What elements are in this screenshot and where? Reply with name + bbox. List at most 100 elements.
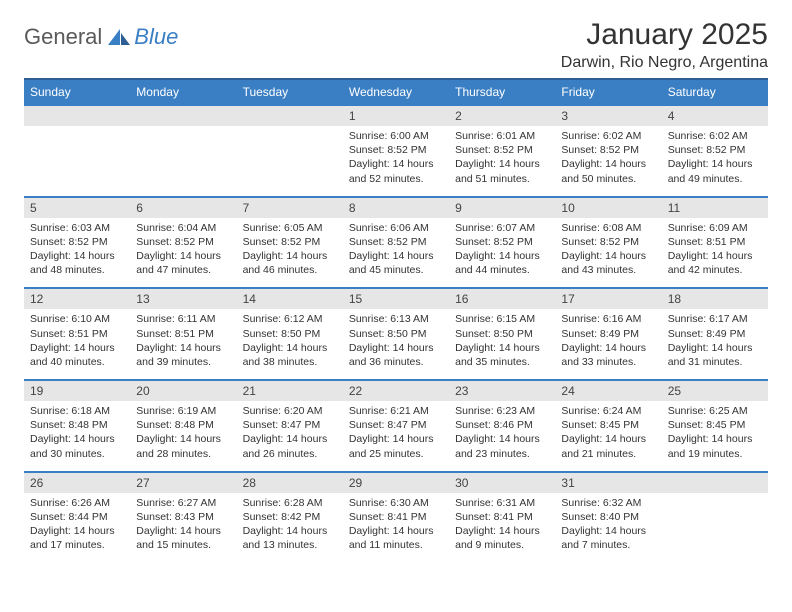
title-block: January 2025 Darwin, Rio Negro, Argentin…	[561, 18, 768, 72]
day-detail-row: Sunrise: 6:18 AMSunset: 8:48 PMDaylight:…	[24, 401, 768, 472]
daylight-line: Daylight: 14 hours and 52 minutes.	[349, 157, 443, 185]
day-number-cell: 25	[662, 380, 768, 401]
sunset-line: Sunset: 8:48 PM	[136, 418, 230, 432]
day-detail-cell: Sunrise: 6:17 AMSunset: 8:49 PMDaylight:…	[662, 309, 768, 380]
day-number-cell: 6	[130, 197, 236, 218]
daylight-line: Daylight: 14 hours and 36 minutes.	[349, 341, 443, 369]
day-number-cell: 23	[449, 380, 555, 401]
day-number-cell: 10	[555, 197, 661, 218]
day-detail-cell: Sunrise: 6:07 AMSunset: 8:52 PMDaylight:…	[449, 218, 555, 289]
dow-header: Wednesday	[343, 79, 449, 105]
day-detail-cell: Sunrise: 6:04 AMSunset: 8:52 PMDaylight:…	[130, 218, 236, 289]
day-number-cell: 27	[130, 472, 236, 493]
daylight-line: Daylight: 14 hours and 9 minutes.	[455, 524, 549, 552]
daylight-line: Daylight: 14 hours and 38 minutes.	[243, 341, 337, 369]
day-of-week-row: Sunday Monday Tuesday Wednesday Thursday…	[24, 79, 768, 105]
day-number-cell: 16	[449, 288, 555, 309]
day-detail-cell: Sunrise: 6:30 AMSunset: 8:41 PMDaylight:…	[343, 493, 449, 563]
sunrise-line: Sunrise: 6:07 AM	[455, 221, 549, 235]
sunset-line: Sunset: 8:50 PM	[455, 327, 549, 341]
day-detail-cell: Sunrise: 6:28 AMSunset: 8:42 PMDaylight:…	[237, 493, 343, 563]
daylight-line: Daylight: 14 hours and 33 minutes.	[561, 341, 655, 369]
sunrise-line: Sunrise: 6:04 AM	[136, 221, 230, 235]
sunset-line: Sunset: 8:48 PM	[30, 418, 124, 432]
day-detail-row: Sunrise: 6:26 AMSunset: 8:44 PMDaylight:…	[24, 493, 768, 563]
calendar-table: Sunday Monday Tuesday Wednesday Thursday…	[24, 78, 768, 562]
day-number-cell: 14	[237, 288, 343, 309]
day-detail-cell: Sunrise: 6:20 AMSunset: 8:47 PMDaylight:…	[237, 401, 343, 472]
day-detail-cell: Sunrise: 6:21 AMSunset: 8:47 PMDaylight:…	[343, 401, 449, 472]
day-detail-cell	[662, 493, 768, 563]
daylight-line: Daylight: 14 hours and 46 minutes.	[243, 249, 337, 277]
daylight-line: Daylight: 14 hours and 44 minutes.	[455, 249, 549, 277]
day-detail-row: Sunrise: 6:00 AMSunset: 8:52 PMDaylight:…	[24, 126, 768, 197]
sunset-line: Sunset: 8:52 PM	[455, 235, 549, 249]
daylight-line: Daylight: 14 hours and 31 minutes.	[668, 341, 762, 369]
daylight-line: Daylight: 14 hours and 19 minutes.	[668, 432, 762, 460]
daylight-line: Daylight: 14 hours and 50 minutes.	[561, 157, 655, 185]
sunrise-line: Sunrise: 6:26 AM	[30, 496, 124, 510]
day-number-cell: 31	[555, 472, 661, 493]
day-number-row: 12131415161718	[24, 288, 768, 309]
sunset-line: Sunset: 8:52 PM	[561, 143, 655, 157]
day-number-cell: 15	[343, 288, 449, 309]
day-number-cell: 29	[343, 472, 449, 493]
sunrise-line: Sunrise: 6:30 AM	[349, 496, 443, 510]
day-number-cell: 2	[449, 105, 555, 126]
daylight-line: Daylight: 14 hours and 26 minutes.	[243, 432, 337, 460]
day-number-cell: 17	[555, 288, 661, 309]
day-detail-cell: Sunrise: 6:03 AMSunset: 8:52 PMDaylight:…	[24, 218, 130, 289]
sunrise-line: Sunrise: 6:20 AM	[243, 404, 337, 418]
daylight-line: Daylight: 14 hours and 30 minutes.	[30, 432, 124, 460]
logo: General Blue	[24, 18, 178, 50]
day-detail-cell: Sunrise: 6:02 AMSunset: 8:52 PMDaylight:…	[555, 126, 661, 197]
sunrise-line: Sunrise: 6:27 AM	[136, 496, 230, 510]
day-detail-cell: Sunrise: 6:06 AMSunset: 8:52 PMDaylight:…	[343, 218, 449, 289]
day-detail-cell: Sunrise: 6:25 AMSunset: 8:45 PMDaylight:…	[662, 401, 768, 472]
sunrise-line: Sunrise: 6:23 AM	[455, 404, 549, 418]
daylight-line: Daylight: 14 hours and 25 minutes.	[349, 432, 443, 460]
sunrise-line: Sunrise: 6:15 AM	[455, 312, 549, 326]
day-detail-cell: Sunrise: 6:13 AMSunset: 8:50 PMDaylight:…	[343, 309, 449, 380]
sunrise-line: Sunrise: 6:11 AM	[136, 312, 230, 326]
day-detail-cell: Sunrise: 6:02 AMSunset: 8:52 PMDaylight:…	[662, 126, 768, 197]
sunrise-line: Sunrise: 6:21 AM	[349, 404, 443, 418]
logo-text-2: Blue	[134, 24, 178, 50]
dow-header: Monday	[130, 79, 236, 105]
day-number-cell: 8	[343, 197, 449, 218]
daylight-line: Daylight: 14 hours and 17 minutes.	[30, 524, 124, 552]
day-number-cell: 22	[343, 380, 449, 401]
sunset-line: Sunset: 8:52 PM	[136, 235, 230, 249]
daylight-line: Daylight: 14 hours and 15 minutes.	[136, 524, 230, 552]
daylight-line: Daylight: 14 hours and 11 minutes.	[349, 524, 443, 552]
daylight-line: Daylight: 14 hours and 51 minutes.	[455, 157, 549, 185]
logo-sail-icon	[106, 27, 132, 47]
sunrise-line: Sunrise: 6:24 AM	[561, 404, 655, 418]
day-number-cell	[24, 105, 130, 126]
day-detail-cell	[130, 126, 236, 197]
daylight-line: Daylight: 14 hours and 28 minutes.	[136, 432, 230, 460]
dow-header: Thursday	[449, 79, 555, 105]
day-number-cell	[237, 105, 343, 126]
day-detail-cell: Sunrise: 6:26 AMSunset: 8:44 PMDaylight:…	[24, 493, 130, 563]
sunset-line: Sunset: 8:41 PM	[455, 510, 549, 524]
sunset-line: Sunset: 8:52 PM	[561, 235, 655, 249]
sunrise-line: Sunrise: 6:10 AM	[30, 312, 124, 326]
sunset-line: Sunset: 8:47 PM	[243, 418, 337, 432]
sunrise-line: Sunrise: 6:32 AM	[561, 496, 655, 510]
sunset-line: Sunset: 8:52 PM	[349, 235, 443, 249]
sunrise-line: Sunrise: 6:00 AM	[349, 129, 443, 143]
daylight-line: Daylight: 14 hours and 23 minutes.	[455, 432, 549, 460]
sunrise-line: Sunrise: 6:28 AM	[243, 496, 337, 510]
sunrise-line: Sunrise: 6:08 AM	[561, 221, 655, 235]
sunset-line: Sunset: 8:49 PM	[561, 327, 655, 341]
day-number-cell: 13	[130, 288, 236, 309]
sunset-line: Sunset: 8:50 PM	[243, 327, 337, 341]
day-detail-cell: Sunrise: 6:09 AMSunset: 8:51 PMDaylight:…	[662, 218, 768, 289]
daylight-line: Daylight: 14 hours and 13 minutes.	[243, 524, 337, 552]
sunset-line: Sunset: 8:52 PM	[455, 143, 549, 157]
daylight-line: Daylight: 14 hours and 39 minutes.	[136, 341, 230, 369]
day-number-cell: 7	[237, 197, 343, 218]
sunrise-line: Sunrise: 6:02 AM	[561, 129, 655, 143]
sunset-line: Sunset: 8:47 PM	[349, 418, 443, 432]
